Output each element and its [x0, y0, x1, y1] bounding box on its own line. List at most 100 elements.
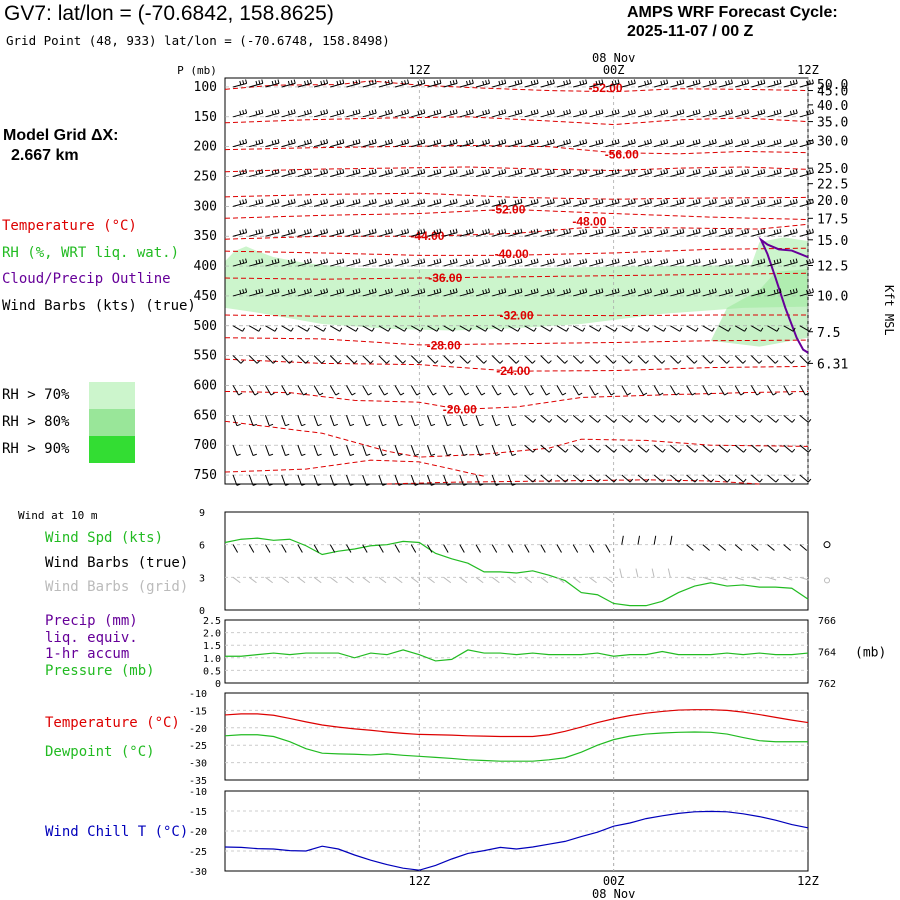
- wind-barb-feather: [452, 139, 455, 144]
- wind-barb-feather: [677, 360, 682, 364]
- wind-barb-staff: [702, 385, 709, 396]
- wind-barb-staff: [653, 325, 664, 332]
- wind-barb-feather: [447, 483, 452, 486]
- wind-barb-feather: [401, 140, 404, 145]
- wind-barb-feather: [501, 327, 505, 332]
- wind-barb-feather: [809, 229, 812, 234]
- wind-barb-feather: [730, 139, 733, 144]
- wind-barb-feather: [433, 170, 436, 175]
- wind-barb-feather: [236, 423, 241, 427]
- wind-barb-feather: [744, 109, 747, 115]
- wind-barb-feather: [533, 109, 536, 115]
- wind-barb-staff: [669, 355, 679, 364]
- wind-barb-staff: [718, 261, 733, 267]
- wind-barb-feather: [741, 170, 744, 175]
- surface-wind-barb: [572, 544, 579, 553]
- legend-rh: RH (%, WRT liq. wat.): [2, 245, 180, 261]
- wind-barb-staff: [281, 474, 286, 486]
- wind-barb-staff: [394, 474, 400, 486]
- wind-barb-feather: [773, 260, 776, 265]
- wind-barb-feather: [368, 289, 371, 294]
- wind-barb-staff: [799, 291, 814, 297]
- wind-barb-feather: [355, 327, 359, 332]
- wind-barb-feather: [533, 169, 536, 174]
- wind-barb-feather: [277, 168, 280, 174]
- wind-barb-staff: [783, 172, 798, 177]
- wind-barb-feather: [775, 419, 779, 423]
- wind-barb-feather: [418, 360, 423, 364]
- wind-barb-staff: [750, 355, 760, 364]
- wind-barb-feather: [488, 258, 491, 263]
- wind-barb-staff: [427, 325, 438, 332]
- calm-wind-circle-grid: [824, 577, 830, 584]
- wind-barb-staff: [605, 142, 620, 148]
- wind-barb-feather: [597, 448, 601, 453]
- wind-barb-feather: [647, 139, 650, 144]
- wind-barb-feather: [617, 79, 620, 84]
- wind-barb-staff: [556, 474, 566, 483]
- wind-barb-feather: [595, 110, 598, 115]
- wind-barb-staff: [426, 415, 432, 426]
- wind-barb-feather: [633, 258, 636, 263]
- wind-barb-feather: [387, 289, 390, 294]
- wind-barb-feather: [806, 80, 809, 86]
- wind-barb-staff: [362, 112, 377, 118]
- wind-barb-staff: [443, 202, 458, 207]
- wind-barb-feather: [759, 478, 763, 483]
- wind-barb-feather: [579, 230, 582, 235]
- wind-barb-staff: [637, 112, 652, 118]
- wind-barb-feather: [498, 80, 501, 86]
- wind-barb-feather: [536, 198, 539, 203]
- wind-barb-staff: [362, 355, 371, 364]
- wind-barb-feather: [309, 79, 312, 84]
- wind-barb-staff: [799, 414, 809, 423]
- wind-barb-feather: [773, 200, 776, 205]
- wind-barb-feather: [326, 258, 329, 263]
- wind-barb-feather: [306, 229, 309, 234]
- wind-barb-feather: [726, 419, 731, 423]
- wind-barb-feather: [277, 288, 280, 293]
- wind-barb-feather: [261, 168, 264, 174]
- wind-barb-feather: [714, 168, 717, 174]
- wind-barb-staff: [750, 385, 758, 396]
- wind-barb-feather: [792, 169, 795, 174]
- wind-barb-staff: [313, 474, 319, 486]
- wind-barb-feather: [374, 109, 377, 114]
- wind-barb-feather: [401, 80, 404, 86]
- pressure-tick-label: 200: [194, 140, 217, 155]
- wind-barb-feather: [776, 109, 779, 115]
- wind-barb-feather: [342, 198, 345, 203]
- wind-barb-feather: [617, 258, 620, 263]
- wind-barb-staff: [589, 355, 598, 364]
- wind-barb-feather: [582, 229, 585, 234]
- wind-barb-feather: [617, 228, 620, 233]
- wind-barb-feather: [252, 453, 257, 456]
- wind-barb-feather: [414, 453, 419, 456]
- wind-barb-feather: [387, 327, 391, 332]
- wind-barb-feather: [614, 139, 617, 144]
- wind-barb-feather: [304, 110, 307, 115]
- wind-barb-staff: [248, 445, 254, 456]
- wind-barb-feather: [271, 80, 274, 86]
- temperature-contour: [224, 337, 809, 346]
- wind-barb-staff: [686, 325, 697, 332]
- wind-barb-staff: [508, 325, 519, 332]
- wind-barb-staff: [605, 172, 620, 177]
- wind-barb-feather: [563, 80, 566, 86]
- wind-barb-feather: [374, 288, 377, 293]
- wind-barb-feather: [611, 260, 614, 265]
- wind-barb-staff: [411, 112, 425, 118]
- wind-barb-feather: [568, 228, 571, 233]
- wind-barb-feather: [530, 110, 533, 115]
- wind-barb-staff: [362, 291, 377, 297]
- wind-barb-staff: [362, 385, 369, 396]
- wind-barb-staff: [718, 82, 733, 88]
- wind-barb-feather: [760, 80, 763, 85]
- wind-barb-feather: [659, 392, 664, 396]
- wind-barb-feather: [511, 483, 517, 486]
- wind-barb-feather: [595, 260, 598, 265]
- wind-barb-staff: [783, 142, 798, 148]
- wind-barb-feather: [258, 139, 261, 144]
- wind-barb-feather: [468, 289, 471, 294]
- wind-barb-staff: [556, 202, 571, 207]
